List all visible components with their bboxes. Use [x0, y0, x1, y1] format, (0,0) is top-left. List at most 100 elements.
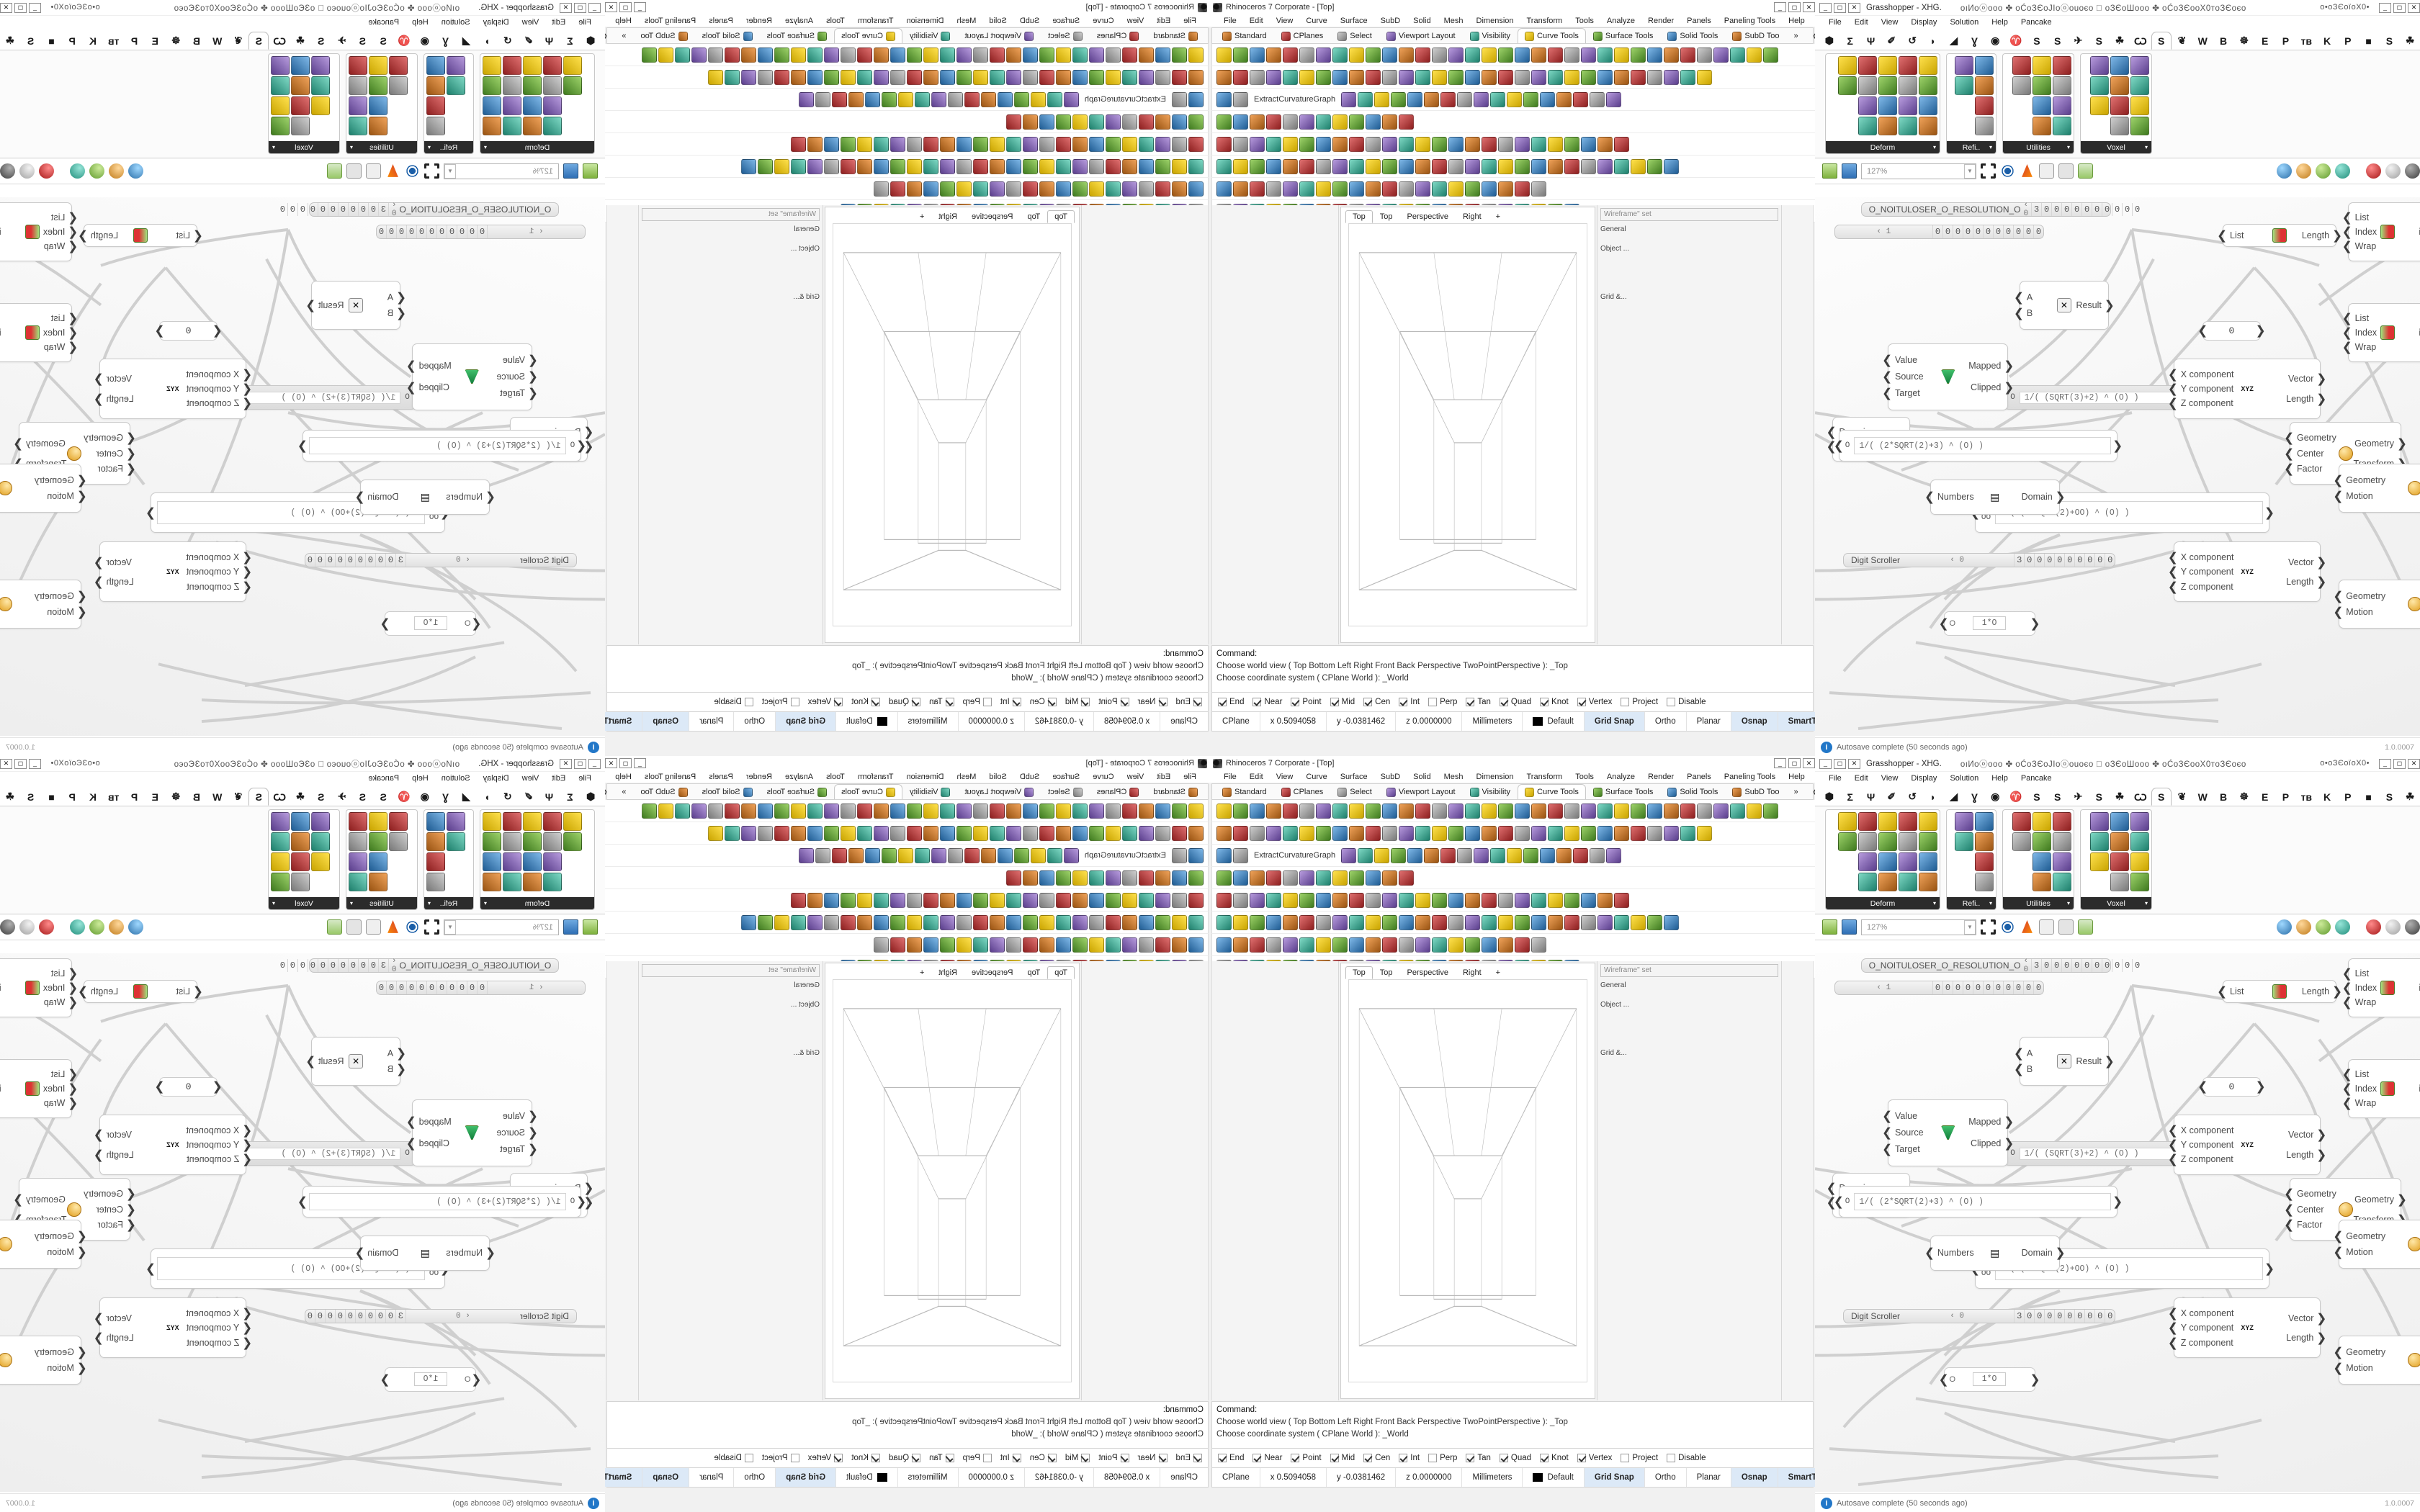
node-move-1[interactable]: Geometry❮Motion❮Geometry❯Transform❯: [0, 463, 87, 513]
output-port-length[interactable]: ❯: [2316, 1148, 2327, 1162]
component-icon-utilities-9[interactable]: [2012, 832, 2031, 851]
close-icon[interactable]: ✕: [605, 758, 617, 768]
tool-icon-r5-4[interactable]: [1139, 136, 1154, 152]
component-icon-deform-8[interactable]: [523, 812, 542, 831]
tool-icon-r5-18[interactable]: [907, 136, 922, 152]
maximize-icon[interactable]: ◻: [1788, 2, 1801, 12]
gh-tab-7[interactable]: Ɣ: [442, 35, 449, 47]
slider-digit-4[interactable]: 0: [2071, 203, 2081, 217]
tool-icon-r1-28[interactable]: [741, 47, 756, 63]
tool-icon-r1-18[interactable]: [907, 47, 922, 63]
ribbon-group-deform[interactable]: Deform ▾: [480, 53, 595, 154]
output-port-length[interactable]: ❯: [2316, 1331, 2327, 1345]
tool-icon-r2-25[interactable]: [791, 825, 806, 841]
gh-tab-13[interactable]: S: [2095, 791, 2102, 803]
component-icon-voxel-8[interactable]: [2090, 56, 2109, 75]
tool-icon-r3-6[interactable]: [980, 91, 996, 107]
viewport-canvas[interactable]: [1348, 223, 1587, 626]
tool-icon-r1-22[interactable]: [841, 803, 856, 819]
input-port-x-component[interactable]: ❮: [241, 367, 253, 382]
tool-icon-r2-3[interactable]: [1250, 69, 1265, 85]
tool-icon-r5-25[interactable]: [1614, 136, 1629, 152]
input-port-domain[interactable]: ❮: [1826, 425, 1837, 439]
toolbar-tab-standard[interactable]: Standard: [1215, 28, 1274, 43]
tool-icon-r1-31[interactable]: [1713, 803, 1729, 819]
tool-icon-r3-11[interactable]: [897, 847, 913, 863]
component-icon-deform-13[interactable]: [543, 76, 562, 95]
tool-icon-r6-28[interactable]: [1664, 158, 1679, 174]
expression-value-field[interactable]: 1/( (2*SQRT(2)+3) ^ (O) ): [1854, 437, 2112, 454]
viewport-canvas[interactable]: [1348, 979, 1587, 1382]
gh-tab-2[interactable]: Ψ: [1866, 35, 1876, 47]
tool-icon-r7-10[interactable]: [1366, 181, 1381, 197]
tool-icon-r2-27[interactable]: [1647, 825, 1662, 841]
ribbon-group-deform[interactable]: Deform ▾: [1825, 809, 1940, 910]
tool-icon-r6-20[interactable]: [1531, 914, 1546, 930]
tool-icon-r7-4[interactable]: [1139, 937, 1154, 953]
mesh-preview-icon[interactable]: [2335, 919, 2350, 935]
component-icon-utilities-9[interactable]: [389, 832, 408, 851]
toolbar-tab-visibility[interactable]: Visibility: [1463, 28, 1518, 43]
tool-icon-r1-19[interactable]: [890, 803, 905, 819]
osnap-checkbox-mid[interactable]: [1081, 698, 1090, 706]
tool-icon-r3-1[interactable]: [1063, 847, 1079, 863]
tool-icon-r2-29[interactable]: [1680, 825, 1695, 841]
slider-digit-0[interactable]: 3: [378, 959, 389, 973]
gh-doc-window-buttons[interactable]: o•oЗЄoїoХ0• _ ◻ ✕: [2320, 758, 2420, 769]
gh-doc-close-icon[interactable]: ✕: [2408, 758, 2420, 769]
chevron-down-icon[interactable]: ▾: [2144, 900, 2148, 906]
tool-icon-r2-16[interactable]: [940, 69, 955, 85]
tool-icon-r2-24[interactable]: [807, 825, 823, 841]
osnap-int[interactable]: Int: [1000, 698, 1021, 706]
cplanes-icon[interactable]: [1281, 787, 1291, 797]
component-icon-deform-9[interactable]: [1878, 76, 1897, 95]
input-port-domain[interactable]: ❮: [583, 425, 594, 439]
gh-tab-4[interactable]: ↺: [503, 35, 512, 46]
rhino-menu-paneling-tools[interactable]: Paneling Tools: [644, 16, 696, 25]
rhino-menu-help[interactable]: Help: [1788, 772, 1805, 781]
gh-close-icon[interactable]: ✕: [560, 758, 572, 769]
osnap-checkbox-knot[interactable]: [1540, 1454, 1549, 1462]
gh-tab-21[interactable]: E: [151, 35, 159, 47]
component-icon-deform-4[interactable]: [1899, 812, 1917, 831]
tool-icon-r6-8[interactable]: [1072, 914, 1088, 930]
bake-icon[interactable]: [2022, 920, 2033, 933]
component-icon-utilities-1[interactable]: [2053, 832, 2071, 851]
tool-icon-r7-17[interactable]: [1482, 937, 1497, 953]
osnap-checkbox-vertex[interactable]: [1577, 698, 1586, 706]
gh-tab-22[interactable]: P: [130, 791, 138, 803]
tool-icon-r2-21[interactable]: [857, 825, 872, 841]
tool-icon-r4-10[interactable]: [1366, 870, 1381, 886]
node-deconstruct-vector-1[interactable]: X component ❮ Y component ❮ Z component ❮ Vect…: [2168, 359, 2326, 419]
component-icon-voxel-5[interactable]: [2110, 832, 2129, 851]
tool-icon-r2-15[interactable]: [956, 69, 972, 85]
rhino-menu-view[interactable]: View: [1126, 772, 1144, 781]
gh-maximize-icon[interactable]: ◻: [1834, 2, 1846, 13]
tool-icon-r7-13[interactable]: [1415, 937, 1430, 953]
tool-icon-r4-10[interactable]: [1039, 870, 1054, 886]
tool-icon-r6-5[interactable]: [1122, 158, 1137, 174]
output-port-clipped[interactable]: ❯: [405, 1136, 416, 1151]
status-toggle-planar[interactable]: Planar: [689, 712, 734, 731]
viewport-top[interactable]: Top Top Perspective Right +: [1340, 963, 1595, 1399]
tool-icon-r4-8[interactable]: [1332, 870, 1348, 886]
osnap-checkbox-tan[interactable]: [1466, 698, 1475, 706]
tool-icon-r6-23[interactable]: [1581, 158, 1596, 174]
tool-icon-r5-20[interactable]: [1531, 892, 1546, 908]
tool-icon-r1-10[interactable]: [1039, 803, 1054, 819]
tool-icon-r2-3[interactable]: [1155, 825, 1170, 841]
osnap-checkbox-point[interactable]: [1291, 698, 1300, 706]
tool-icon-r1-14[interactable]: [1432, 803, 1447, 819]
input-port-geometry[interactable]: ❮: [125, 431, 136, 445]
component-icon-deform-6[interactable]: [503, 852, 521, 871]
input-port-wrap[interactable]: ❮: [68, 239, 79, 253]
save-icon[interactable]: [1842, 163, 1857, 179]
tool-icon-r1-20[interactable]: [1531, 803, 1546, 819]
tool-icon-r7-2[interactable]: [1172, 181, 1187, 197]
slider-digit-7[interactable]: 0: [325, 553, 336, 567]
gh-menu-display[interactable]: Display: [483, 774, 509, 783]
tool-icon-r7-2[interactable]: [1172, 937, 1187, 953]
component-icon-refi..-3[interactable]: [1975, 117, 1994, 135]
input-port-x-component[interactable]: ❮: [2167, 367, 2179, 382]
output-port-length[interactable]: ❯: [2331, 984, 2343, 999]
